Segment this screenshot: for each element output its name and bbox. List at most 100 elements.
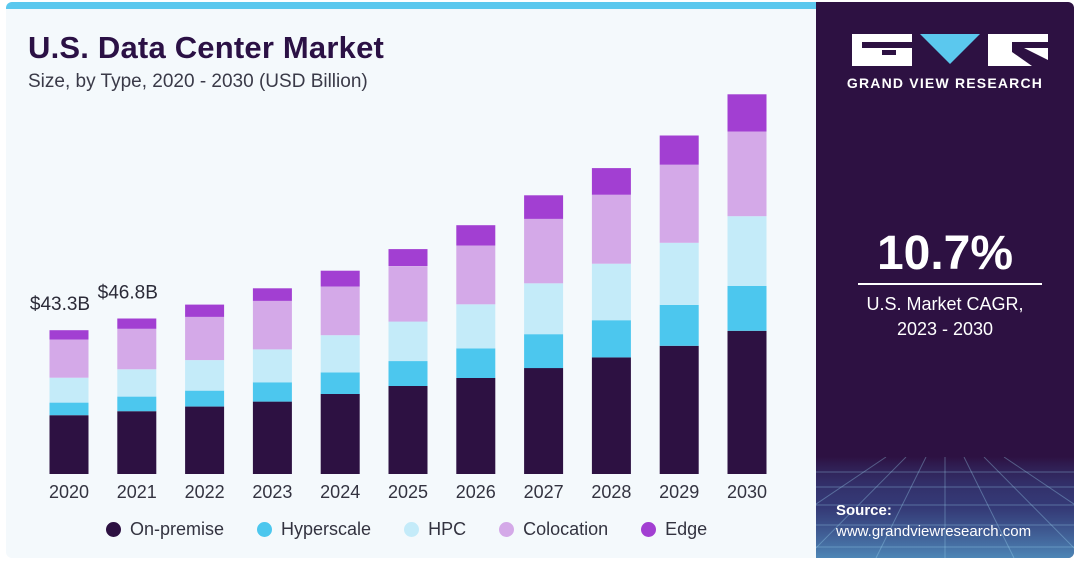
cagr-label-line1: U.S. Market CAGR,	[866, 294, 1024, 314]
bar-segment-on-premise-2027	[524, 368, 564, 474]
bar-segment-hyperscale-2023	[252, 382, 292, 402]
bar-segment-hyperscale-2022	[185, 390, 225, 407]
x-tick-label-2030: 2030	[727, 482, 767, 502]
bar-segment-hpc-2023	[252, 349, 292, 383]
data-label-2021: $46.8B	[98, 283, 158, 304]
bar-segment-hyperscale-2027	[524, 334, 564, 369]
bar-segment-hpc-2025	[388, 321, 428, 361]
bar-segment-on-premise-2030	[727, 330, 767, 474]
bar-segment-edge-2020	[49, 330, 89, 340]
bar-segment-on-premise-2025	[388, 386, 428, 474]
bar-segment-edge-2027	[524, 195, 564, 219]
cagr-label-line2: 2023 - 2030	[896, 319, 994, 339]
x-tick-label-2028: 2028	[591, 482, 631, 502]
bar-segment-edge-2023	[252, 288, 292, 301]
bar-segment-hpc-2026	[456, 304, 496, 349]
bar-segment-hyperscale-2025	[388, 361, 428, 386]
bar-segment-colocation-2027	[524, 218, 564, 284]
bar-segment-hyperscale-2020	[49, 402, 89, 416]
bar-segment-hpc-2029	[659, 242, 699, 305]
bar-segment-colocation-2030	[727, 131, 767, 217]
bar-segment-edge-2026	[456, 225, 496, 246]
cagr-divider	[858, 283, 1042, 285]
bar-segment-hpc-2027	[524, 283, 564, 335]
grid-floor-graphic	[816, 457, 1074, 558]
bar-segment-hyperscale-2021	[117, 396, 157, 412]
x-tick-label-2024: 2024	[320, 482, 360, 502]
bar-segment-colocation-2021	[117, 328, 157, 370]
bar-segment-colocation-2025	[388, 266, 428, 322]
bar-segment-hyperscale-2029	[659, 304, 699, 346]
bar-segment-edge-2029	[659, 135, 699, 165]
legend-swatch-hyperscale	[257, 522, 273, 537]
bar-segment-edge-2025	[388, 249, 428, 266]
cagr-label: U.S. Market CAGR, 2023 - 2030	[816, 292, 1074, 342]
legend-item-hyperscale: Hyperscale	[257, 519, 371, 540]
gvr-logo-icon	[852, 34, 1048, 66]
bar-segment-on-premise-2021	[117, 411, 157, 474]
x-tick-label-2022: 2022	[185, 482, 225, 502]
bar-segment-edge-2024	[320, 270, 360, 287]
bar-segment-colocation-2028	[591, 194, 631, 264]
bar-segment-hpc-2030	[727, 216, 767, 286]
chart-title: U.S. Data Center Market	[28, 30, 385, 65]
chart-subtitle: Size, by Type, 2020 - 2030 (USD Billion)	[28, 71, 368, 92]
side-panel: GRAND VIEW RESEARCH 10.7% U.S. Market CA…	[816, 2, 1074, 558]
x-tick-label-2025: 2025	[388, 482, 428, 502]
legend-item-edge: Edge	[641, 519, 707, 540]
bar-segment-edge-2028	[591, 168, 631, 195]
bar-segment-colocation-2029	[659, 164, 699, 243]
bar-segment-on-premise-2022	[185, 406, 225, 474]
bar-segment-on-premise-2029	[659, 345, 699, 474]
source-label: Source:	[836, 502, 892, 519]
bar-segment-hpc-2022	[185, 360, 225, 391]
bar-segment-on-premise-2026	[456, 378, 496, 474]
x-tick-label-2027: 2027	[524, 482, 564, 502]
x-tick-label-2026: 2026	[456, 482, 496, 502]
legend-swatch-on-premise	[106, 522, 121, 537]
brand-name: GRAND VIEW RESEARCH	[846, 75, 1044, 91]
legend-label-colocation: Colocation	[523, 519, 609, 539]
bar-segment-hyperscale-2026	[456, 348, 496, 378]
bar-segment-edge-2021	[117, 318, 157, 329]
x-tick-label-2029: 2029	[659, 482, 699, 502]
accent-bar	[6, 2, 816, 9]
legend-item-hpc: HPC	[404, 519, 466, 540]
legend-label-edge: Edge	[665, 519, 708, 539]
bar-segment-hyperscale-2030	[727, 286, 767, 331]
legend-swatch-edge	[641, 522, 657, 537]
bar-segment-hyperscale-2024	[320, 372, 360, 394]
chart-legend: On-premise Hyperscale HPC Colocation Edge	[106, 519, 740, 540]
x-tick-label-2023: 2023	[252, 482, 292, 502]
bar-segment-colocation-2026	[456, 245, 496, 305]
legend-item-colocation: Colocation	[499, 519, 608, 540]
bar-segment-hpc-2028	[591, 263, 631, 321]
bar-segment-hpc-2021	[117, 369, 157, 397]
bar-segment-edge-2030	[727, 94, 767, 132]
legend-label-on-premise: On-premise	[130, 519, 225, 539]
legend-label-hyperscale: Hyperscale	[281, 519, 372, 539]
chart-card: U.S. Data Center Market Size, by Type, 2…	[6, 2, 1074, 558]
bar-segment-on-premise-2023	[252, 401, 292, 474]
data-label-2020: $43.3B	[30, 294, 90, 315]
bar-segment-on-premise-2020	[49, 415, 89, 474]
bar-segment-colocation-2024	[320, 286, 360, 336]
bar-segment-on-premise-2028	[591, 357, 631, 474]
legend-swatch-colocation	[499, 522, 515, 537]
legend-swatch-hpc	[404, 522, 420, 537]
legend-label-hpc: HPC	[428, 519, 467, 539]
legend-item-on-premise: On-premise	[106, 519, 224, 540]
bar-segment-hpc-2024	[320, 335, 360, 373]
cagr-value: 10.7%	[876, 227, 1014, 280]
bar-segment-on-premise-2024	[320, 393, 360, 474]
bar-segment-colocation-2022	[185, 316, 225, 361]
bar-segment-hpc-2020	[49, 377, 89, 403]
x-tick-label-2020: 2020	[49, 482, 89, 502]
source-url[interactable]: www.grandviewresearch.com	[836, 523, 1032, 540]
bar-segment-hyperscale-2028	[591, 320, 631, 358]
stacked-bar-chart: 2020 2021 2022 2023 2024 2025 2026 2027 2028 2029…	[30, 94, 767, 502]
bar-segment-edge-2022	[185, 304, 225, 317]
bar-segment-colocation-2020	[49, 339, 89, 378]
bar-segment-colocation-2023	[252, 300, 292, 350]
x-tick-label-2021: 2021	[117, 482, 157, 502]
